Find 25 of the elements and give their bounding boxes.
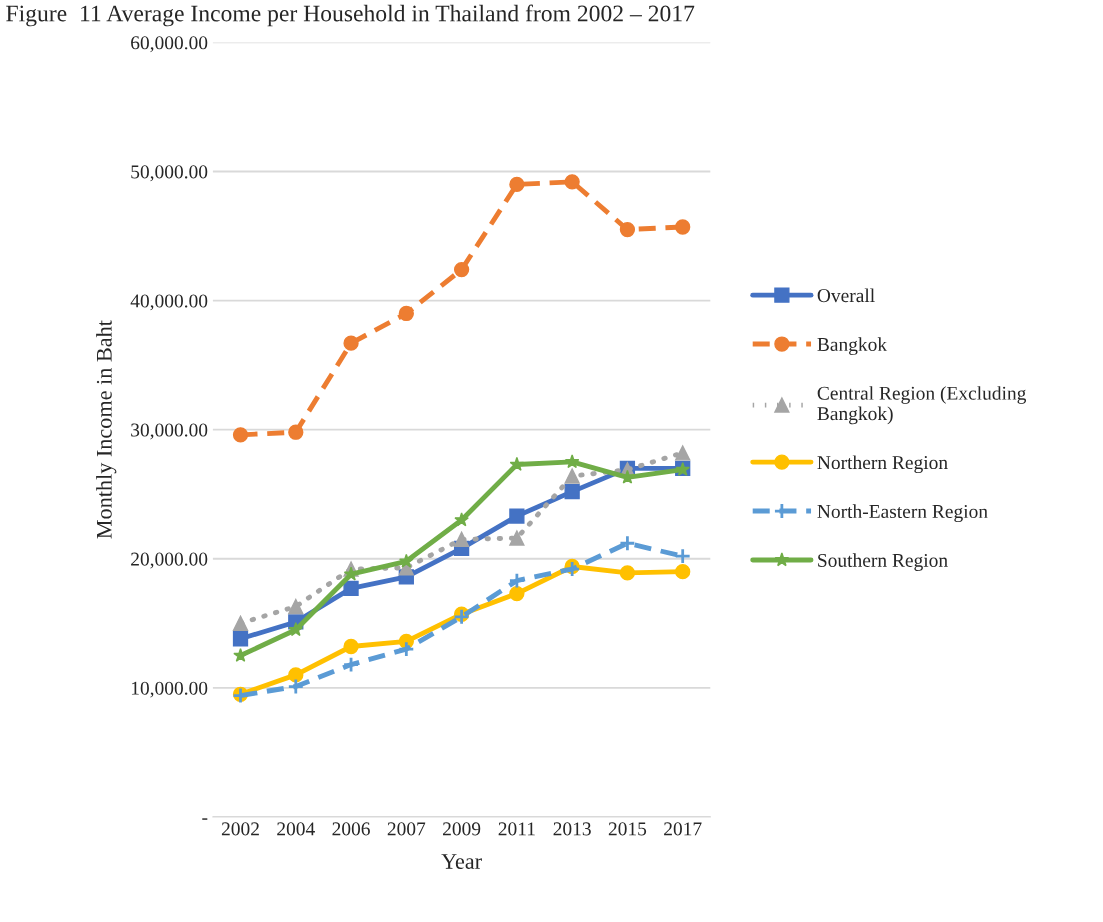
y-tick-label: 20,000.00: [131, 552, 208, 569]
legend-label: Bangkok: [817, 337, 888, 356]
legend-label: Central Region (Excluding Bangkok): [817, 386, 1027, 425]
y-tick-label: 60,000.00: [131, 36, 208, 53]
x-axis-title: Year: [441, 854, 482, 869]
y-tick-label: 40,000.00: [130, 294, 208, 311]
y-tick-label: -: [202, 818, 208, 820]
y-tick-label: 50,000.00: [131, 165, 208, 182]
chart-title: Figure 11 Average Income per Household in Thailand from 2002 – 2017: [6, 4, 695, 27]
x-tick-label: 2004: [277, 822, 315, 836]
x-tick-label: 2007: [387, 822, 426, 836]
y-tick-label: 10,000.00: [131, 681, 208, 698]
legend-label: Southern Region: [818, 553, 948, 571]
x-tick-label: 2009: [443, 822, 481, 836]
x-tick-label: 2011: [498, 822, 535, 836]
x-tick-label: 2006: [332, 822, 370, 836]
legend-label: Northern Region: [817, 455, 948, 474]
legend-label: Overall: [817, 288, 875, 303]
legend-label: North-Eastern Region: [817, 504, 988, 523]
x-tick-label: 2002: [221, 822, 259, 836]
x-tick-label: 2013: [553, 822, 591, 836]
y-tick-label: 30,000.00: [131, 423, 208, 440]
y-axis-title: Monthly Income in Baht: [96, 320, 117, 539]
x-tick-label: 2017: [664, 822, 702, 836]
x-tick-label: 2015: [608, 822, 647, 836]
